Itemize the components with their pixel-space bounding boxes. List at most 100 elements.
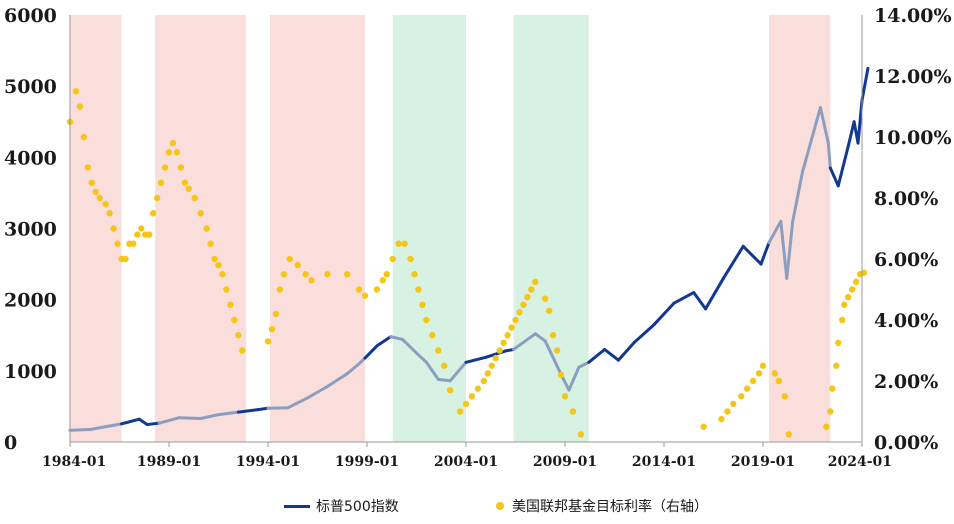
fedrate-point xyxy=(738,393,745,400)
fedrate-point xyxy=(561,393,569,400)
sp500-line-segment xyxy=(616,340,636,362)
legend-label-sp500: 标普500指数 xyxy=(316,499,399,515)
sp500-line-segment xyxy=(137,417,149,427)
fedrate-point xyxy=(138,225,145,232)
sp500-line-segment xyxy=(401,338,418,355)
sp500-line-segment xyxy=(828,166,840,188)
fedrate-point xyxy=(207,240,214,247)
y-tick-label-left: 1000 xyxy=(4,361,57,383)
fedrate-point xyxy=(302,271,309,278)
legend-label-fedrate: 美国联邦基金目标利率（右轴） xyxy=(512,499,708,515)
sp500-line-segment xyxy=(577,360,591,369)
fedrate-point xyxy=(280,271,288,278)
fedrate-point xyxy=(456,408,464,415)
fedrate-point xyxy=(839,316,846,324)
y-axis-right-ticks: 0.00% 2.00% 4.00% 6.00% 8.00% 10.00% 12.00% 14.… xyxy=(874,5,952,454)
fedrate-point xyxy=(185,185,192,193)
fedrate-point xyxy=(84,164,92,171)
fedrate-point xyxy=(114,240,121,247)
fedrate-point xyxy=(496,347,503,354)
sp500-line-segment xyxy=(652,301,676,327)
y-tick-label-left: 5000 xyxy=(4,76,57,98)
x-tick-label: 2014-01 xyxy=(632,454,696,470)
sp500-line-segment xyxy=(145,421,161,427)
sp500-line-segment xyxy=(846,120,856,149)
fedrate-point xyxy=(545,307,553,315)
fedrate-point xyxy=(177,164,185,171)
sp500-line-segment xyxy=(741,244,763,266)
fedrate-point xyxy=(355,286,363,293)
fedrate-point xyxy=(181,179,189,186)
fedrate-point xyxy=(219,271,226,278)
y-tick-label-right: 0.00% xyxy=(874,432,938,454)
sp500-line-segment xyxy=(448,360,468,383)
sp500-line-segment xyxy=(325,372,349,388)
fedrate-point xyxy=(173,149,181,156)
fedrate-point xyxy=(407,255,414,263)
fedrate-point xyxy=(96,194,103,202)
fedrate-point xyxy=(272,310,280,318)
fedrate-point xyxy=(361,292,369,299)
y-tick-label-left: 3000 xyxy=(4,219,57,241)
shaded-periods xyxy=(70,15,831,442)
fedrate-point xyxy=(211,255,218,263)
sp500-line-segment xyxy=(108,422,123,428)
fedrate-point xyxy=(268,325,276,333)
sp500-line-segment xyxy=(256,406,270,412)
sp500-line-segment xyxy=(68,428,92,432)
y-tick-label-left: 4000 xyxy=(4,147,57,169)
sp500-line-segment xyxy=(856,98,864,145)
shaded-period-green xyxy=(392,15,466,442)
fedrate-point xyxy=(771,370,779,377)
sp500-line-segment xyxy=(826,141,832,170)
sp500-line-segment xyxy=(818,106,830,145)
fedrate-point xyxy=(759,362,767,369)
fedrate-point xyxy=(462,400,470,408)
sp500-line-segment xyxy=(632,323,656,344)
y-tick-label-right: 8.00% xyxy=(874,188,938,210)
fedrate-point xyxy=(231,316,238,324)
y-tick-label-right: 6.00% xyxy=(874,249,938,271)
fedrate-point xyxy=(844,293,852,301)
sp500-line-segment xyxy=(424,360,440,381)
fedrate-point xyxy=(76,103,84,110)
fedrate-point xyxy=(569,408,577,415)
sp500-line-segment xyxy=(704,276,725,311)
fedrate-point xyxy=(203,225,210,232)
fedrate-point xyxy=(235,332,242,339)
shaded-period-red xyxy=(155,15,247,442)
fedrate-point xyxy=(785,431,792,438)
fedrate-point xyxy=(106,210,113,217)
sp500-line-segment xyxy=(801,134,814,174)
fedrate-point xyxy=(379,277,387,284)
y-tick-label-right: 12.00% xyxy=(874,66,952,88)
y-tick-label-right: 14.00% xyxy=(874,5,952,27)
sp500-line-segment xyxy=(389,335,405,342)
fedrate-point xyxy=(110,225,117,232)
fedrate-point xyxy=(542,295,549,302)
fedrate-point xyxy=(749,377,757,385)
fedrate-point xyxy=(781,393,788,400)
fedrate-point xyxy=(146,231,153,238)
fedrate-point xyxy=(161,164,169,171)
fedrate-point xyxy=(130,240,137,247)
sp500-line-segment xyxy=(543,339,563,376)
sp500-line-segment xyxy=(603,347,620,362)
sp500-line-segment xyxy=(345,362,361,376)
fedrate-point xyxy=(743,385,751,392)
sp500-line-segment xyxy=(88,424,112,432)
fedrate-point xyxy=(215,261,222,269)
fedrate-point xyxy=(488,362,495,369)
fedrate-point xyxy=(401,240,408,247)
fedrate-point xyxy=(88,179,95,186)
sp500-line-segment xyxy=(811,106,822,138)
y-tick-label-right: 2.00% xyxy=(874,371,938,393)
x-tick-label: 1989-01 xyxy=(137,454,201,470)
sp500-line-segment xyxy=(436,377,452,383)
sp500-line-segment xyxy=(306,384,329,400)
fedrate-point xyxy=(373,286,381,293)
sp500-line-segment xyxy=(119,417,141,426)
fedrate-point xyxy=(308,277,315,284)
fedrate-point xyxy=(500,339,507,347)
sp500-line-segment xyxy=(785,219,795,280)
